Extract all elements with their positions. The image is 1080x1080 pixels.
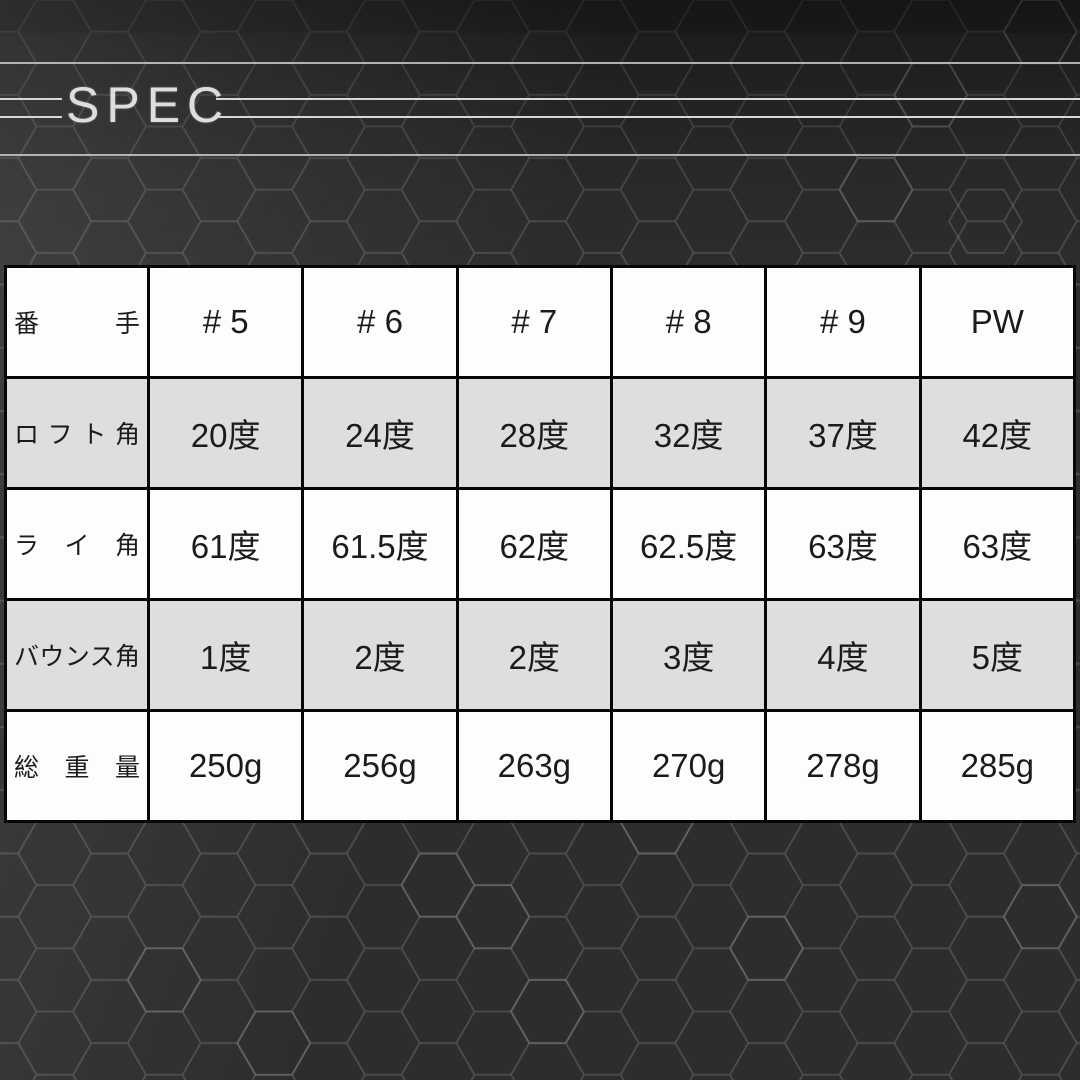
cell-club-2: # 6 bbox=[301, 265, 459, 379]
decor-line-right-lower bbox=[216, 116, 1080, 118]
cell-loft-3: 28度 bbox=[455, 376, 613, 490]
decor-line-top bbox=[0, 62, 1080, 64]
spec-table-container: 番手 # 5 # 6 # 7 # 8 # 9 PW ロフト角 20度 24度 2… bbox=[4, 265, 1077, 823]
row-header-bounce: バウンス角 bbox=[4, 598, 150, 712]
spec-table: 番手 # 5 # 6 # 7 # 8 # 9 PW ロフト角 20度 24度 2… bbox=[4, 265, 1077, 823]
cell-bounce-4: 3度 bbox=[609, 598, 768, 712]
cell-lie-5: 63度 bbox=[764, 487, 922, 601]
cell-loft-5: 37度 bbox=[764, 376, 922, 490]
cell-club-1: # 5 bbox=[146, 265, 305, 379]
page-title: SPEC bbox=[66, 77, 231, 133]
cell-club-5: # 9 bbox=[764, 265, 922, 379]
cell-bounce-2: 2度 bbox=[301, 598, 459, 712]
cell-club-3: # 7 bbox=[455, 265, 613, 379]
row-header-loft: ロフト角 bbox=[4, 376, 150, 490]
table-row-lie: ライ角 61度 61.5度 62度 62.5度 63度 63度 bbox=[4, 487, 1077, 601]
cell-lie-4: 62.5度 bbox=[609, 487, 768, 601]
cell-weight-3: 263g bbox=[455, 709, 613, 823]
table-row-club-number: 番手 # 5 # 6 # 7 # 8 # 9 PW bbox=[4, 265, 1077, 379]
cell-lie-1: 61度 bbox=[146, 487, 305, 601]
row-header-weight: 総重量 bbox=[4, 709, 150, 823]
cell-bounce-5: 4度 bbox=[764, 598, 922, 712]
cell-club-4: # 8 bbox=[609, 265, 768, 379]
cell-loft-6: 42度 bbox=[918, 376, 1077, 490]
cell-weight-1: 250g bbox=[146, 709, 305, 823]
cell-bounce-6: 5度 bbox=[918, 598, 1077, 712]
decor-line-left-lower bbox=[0, 116, 62, 118]
cell-loft-1: 20度 bbox=[146, 376, 305, 490]
decor-line-left-upper bbox=[0, 98, 62, 100]
cell-weight-6: 285g bbox=[918, 709, 1077, 823]
cell-bounce-1: 1度 bbox=[146, 598, 305, 712]
table-row-loft: ロフト角 20度 24度 28度 32度 37度 42度 bbox=[4, 376, 1077, 490]
decor-line-right-upper bbox=[216, 98, 1080, 100]
cell-bounce-3: 2度 bbox=[455, 598, 613, 712]
cell-weight-2: 256g bbox=[301, 709, 459, 823]
cell-lie-6: 63度 bbox=[918, 487, 1077, 601]
cell-weight-5: 278g bbox=[764, 709, 922, 823]
cell-lie-3: 62度 bbox=[455, 487, 613, 601]
cell-club-6: PW bbox=[918, 265, 1077, 379]
table-row-bounce: バウンス角 1度 2度 2度 3度 4度 5度 bbox=[4, 598, 1077, 712]
row-header-club-number: 番手 bbox=[4, 265, 150, 379]
row-header-lie: ライ角 bbox=[4, 487, 150, 601]
cell-weight-4: 270g bbox=[609, 709, 768, 823]
cell-loft-2: 24度 bbox=[301, 376, 459, 490]
cell-lie-2: 61.5度 bbox=[301, 487, 459, 601]
cell-loft-4: 32度 bbox=[609, 376, 768, 490]
decor-line-bottom bbox=[0, 154, 1080, 156]
table-row-weight: 総重量 250g 256g 263g 270g 278g 285g bbox=[4, 709, 1077, 823]
